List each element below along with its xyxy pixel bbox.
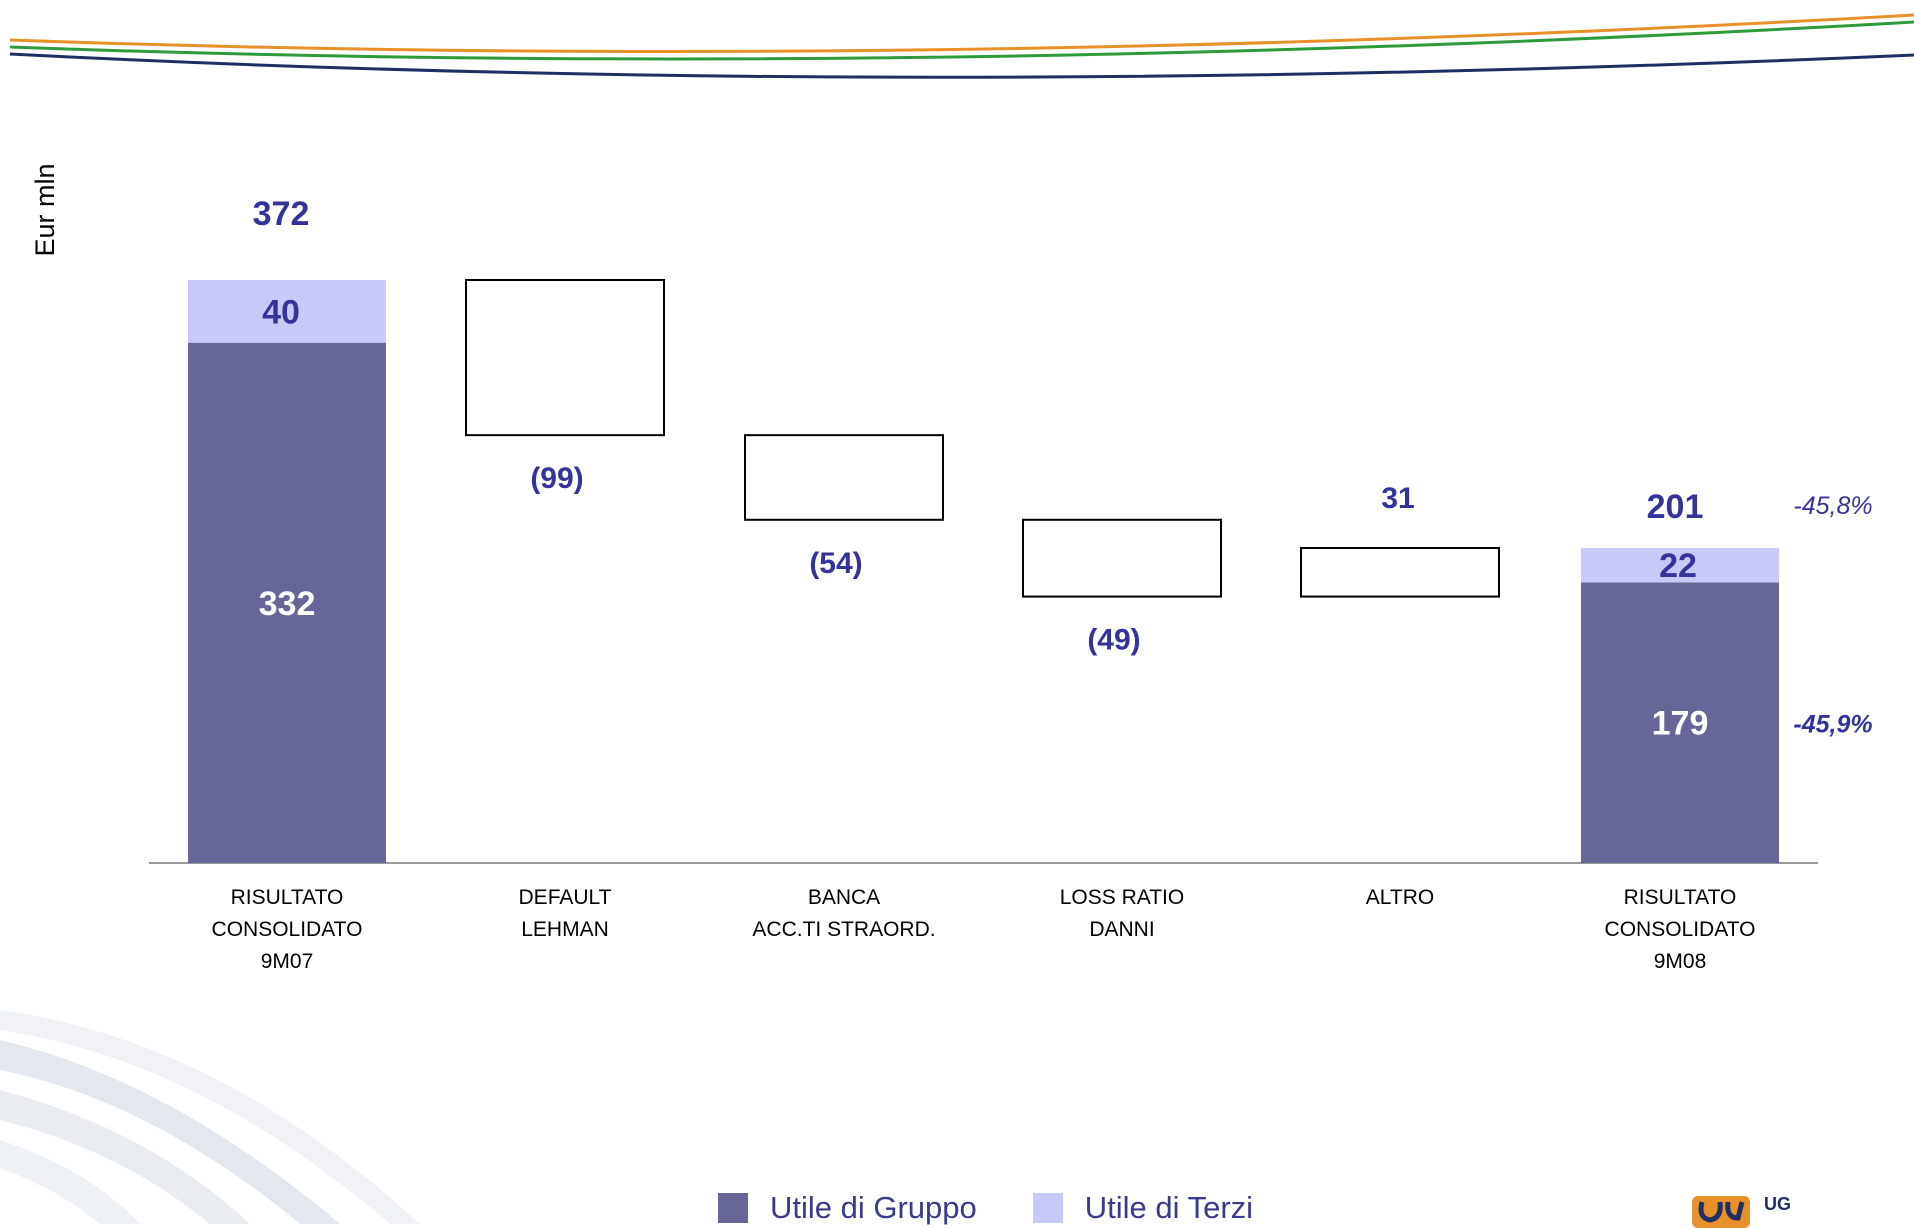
label-start-terzi: 40 bbox=[262, 293, 300, 331]
label-end-total: 201 bbox=[1647, 488, 1704, 526]
header-line-navy bbox=[9, 52, 1914, 79]
step-label-1: (99) bbox=[530, 462, 583, 495]
label-end-terzi: 22 bbox=[1659, 547, 1697, 585]
category-label-1-line-3: 9M07 bbox=[261, 950, 314, 973]
annotation-2: -45,9% bbox=[1793, 711, 1872, 739]
category-label-5-line-1: ALTRO bbox=[1366, 886, 1434, 909]
category-label-6-line-3: 9M08 bbox=[1654, 950, 1707, 973]
bar-start-gruppo bbox=[188, 342, 386, 863]
category-label-6-line-1: RISULTATO bbox=[1624, 886, 1737, 909]
legend-swatch-gruppo bbox=[718, 1193, 748, 1223]
logo-text: UG bbox=[1764, 1194, 1791, 1214]
company-logo: UG bbox=[1692, 1194, 1791, 1228]
header-line-green bbox=[9, 20, 1914, 61]
label-start-gruppo: 332 bbox=[259, 585, 316, 623]
legend-label-gruppo: Utile di Gruppo bbox=[770, 1190, 977, 1225]
legend-item-gruppo: Utile di Gruppo bbox=[718, 1190, 977, 1226]
step-bar-1 bbox=[465, 279, 665, 437]
header-decoration bbox=[9, 13, 1914, 79]
bar-start-terzi bbox=[188, 280, 386, 343]
category-label-4-line-2: DANNI bbox=[1089, 918, 1154, 941]
step-bar-2 bbox=[744, 434, 944, 521]
category-label-2-line-2: LEHMAN bbox=[521, 918, 609, 941]
category-label-6-line-2: CONSOLIDATO bbox=[1605, 918, 1756, 941]
legend-item-terzi: Utile di Terzi bbox=[1032, 1190, 1254, 1226]
category-label-4-line-1: LOSS RATIO bbox=[1060, 886, 1184, 909]
category-label-3-line-2: ACC.TI STRAORD. bbox=[752, 918, 935, 941]
legend-label-terzi: Utile di Terzi bbox=[1084, 1190, 1254, 1225]
step-label-2: (54) bbox=[809, 547, 862, 580]
y-axis-label: Eur mln bbox=[30, 163, 60, 257]
category-label-1-line-1: RISULTATO bbox=[231, 886, 344, 909]
step-label-3: (49) bbox=[1087, 624, 1140, 657]
step-label-4: 31 bbox=[1381, 482, 1414, 515]
header-line-orange bbox=[9, 13, 1914, 54]
step-bar-3 bbox=[1022, 518, 1222, 598]
category-label-3-line-1: BANCA bbox=[808, 886, 880, 909]
background-swoosh bbox=[0, 1010, 420, 1224]
category-label-2-line-1: DEFAULT bbox=[519, 886, 612, 909]
label-end-gruppo: 179 bbox=[1652, 705, 1709, 743]
bar-end-terzi bbox=[1581, 547, 1779, 583]
category-label-1-line-2: CONSOLIDATO bbox=[212, 918, 363, 941]
annotation-1: -45,8% bbox=[1793, 492, 1872, 520]
bar-end-gruppo bbox=[1581, 582, 1779, 863]
label-start-total: 372 bbox=[253, 195, 310, 233]
step-bar-4 bbox=[1300, 546, 1500, 598]
legend-swatch-terzi bbox=[1032, 1193, 1063, 1223]
chart-legend: Utile di Gruppo Utile di Terzi bbox=[718, 1190, 1253, 1226]
